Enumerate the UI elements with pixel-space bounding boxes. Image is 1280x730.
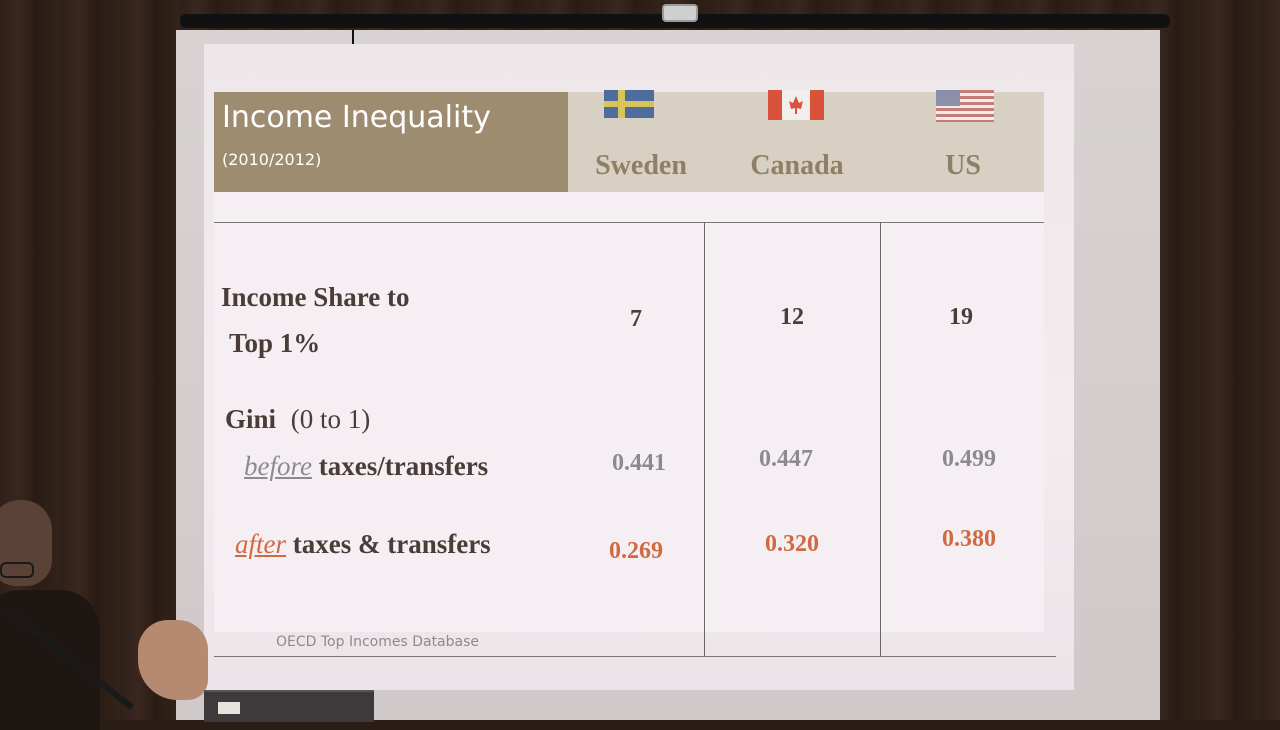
title-block: [214, 92, 568, 194]
gini-label: Gini: [225, 404, 277, 434]
row-label-gini-before: before taxes/transfers: [244, 451, 488, 482]
column-divider-1: [704, 222, 705, 656]
cell-us-income-share: 19: [949, 304, 973, 330]
table-top-rule: [214, 222, 1044, 223]
presenter-hand: [138, 620, 208, 700]
presenter-head: [0, 500, 52, 586]
canada-flag-icon: [768, 90, 824, 120]
after-qualifier: after: [235, 529, 286, 559]
us-flag-icon: [936, 90, 994, 122]
sweden-flag-icon: [604, 90, 654, 118]
cell-sweden-income-share: 7: [630, 306, 642, 332]
cell-canada-income-share: 12: [780, 304, 804, 330]
row-label-income-share: Income Share to: [221, 282, 410, 312]
cell-sweden-gini-after: 0.269: [609, 538, 663, 564]
data-table: [214, 192, 1044, 632]
table-bottom-rule: [214, 656, 1056, 657]
after-label: taxes & transfers: [286, 529, 491, 559]
country-canada: Canada: [750, 150, 844, 181]
cell-us-gini-before: 0.499: [942, 446, 996, 472]
slide-title: Income Inequality: [222, 100, 491, 135]
presenter-body: [0, 590, 100, 730]
cell-us-gini-after: 0.380: [942, 526, 996, 552]
laptop-sticker: [218, 702, 240, 714]
source-citation: OECD Top Incomes Database: [276, 634, 480, 650]
country-sweden: Sweden: [595, 150, 687, 181]
cell-canada-gini-after: 0.320: [765, 531, 819, 557]
cell-sweden-gini-before: 0.441: [612, 450, 666, 476]
column-divider-2: [880, 222, 881, 656]
laptop: [204, 690, 374, 722]
row-label-gini: Gini (0 to 1): [225, 404, 370, 435]
screen-hook: [662, 4, 698, 22]
before-label: taxes/transfers: [311, 451, 489, 481]
cell-canada-gini-before: 0.447: [759, 446, 813, 472]
slide-subtitle: (2010/2012): [222, 150, 322, 169]
glasses-icon: [0, 562, 34, 578]
row-label-gini-after: after taxes & transfers: [235, 529, 491, 560]
row-label-top-1-percent: Top 1%: [229, 328, 321, 358]
before-qualifier: before: [244, 451, 312, 481]
country-us: US: [945, 150, 981, 181]
gini-range: (0 to 1): [290, 404, 371, 434]
